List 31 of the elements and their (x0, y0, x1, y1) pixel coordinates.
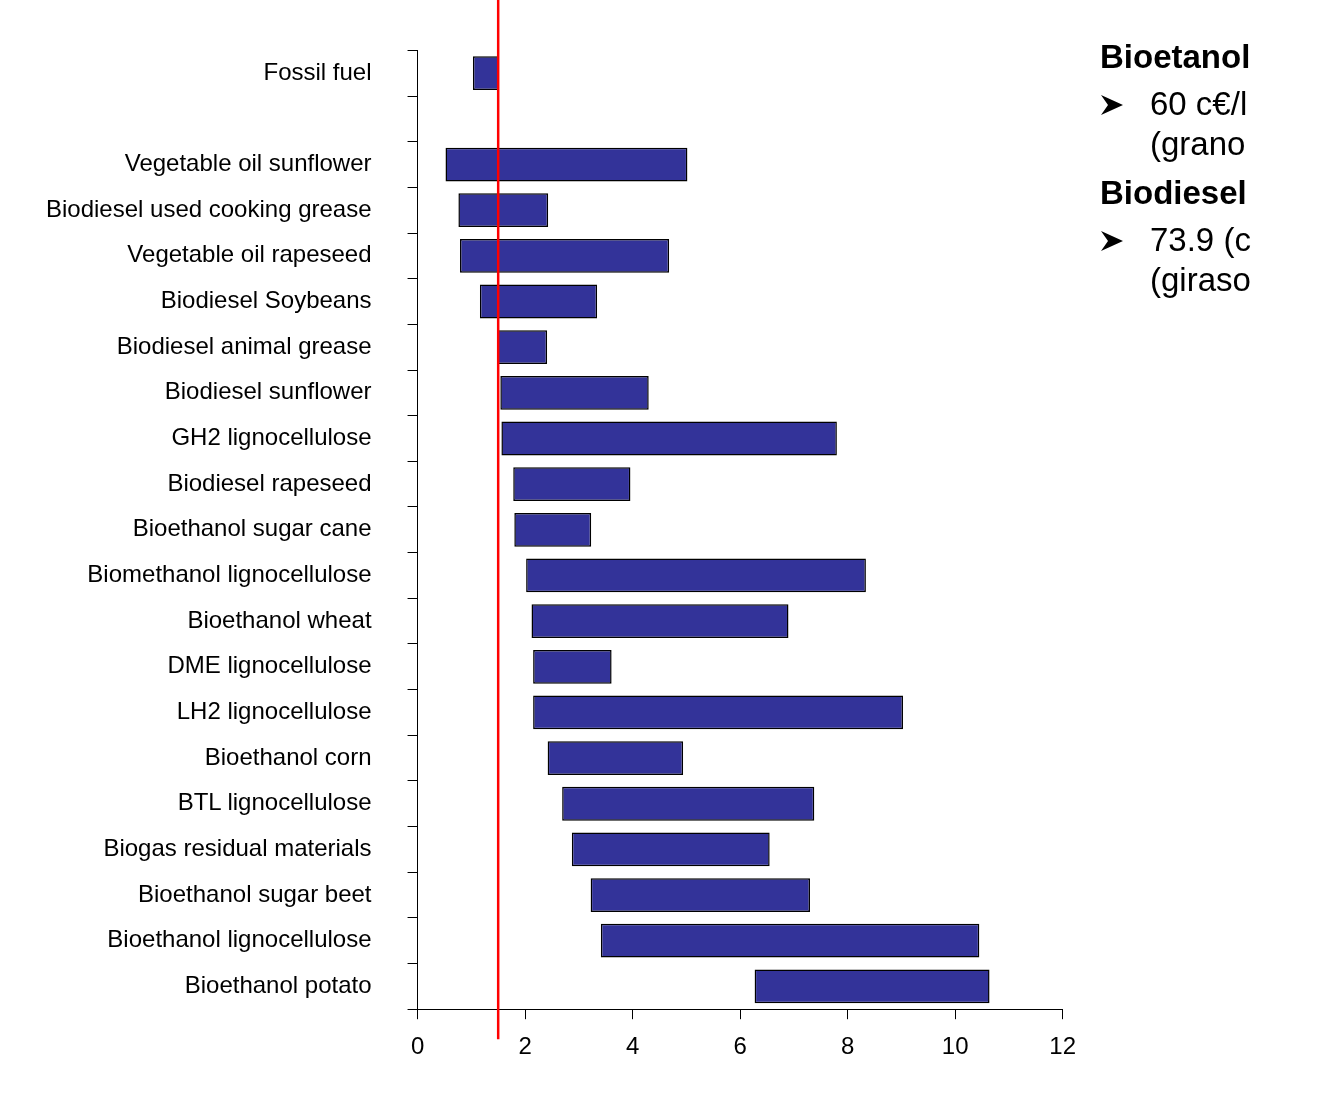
y-tick-label: LH2 lignocellulose (176, 697, 372, 725)
y-tick-label: Bioethanol corn (204, 742, 372, 770)
x-tick-label: 2 (518, 1032, 532, 1060)
y-tick-label: Bioethanol potato (184, 971, 372, 998)
x-tick-label: 12 (1049, 1032, 1076, 1060)
x-tick-label: 10 (941, 1032, 969, 1060)
text: 73.9 (c (giraso (1150, 221, 1251, 298)
y-tick-label: Biodiesel Soybeans (160, 286, 372, 314)
y-tick-label: DME lignocellulose (167, 651, 372, 679)
y-tick-label: Vegetable oil sunflower (124, 149, 372, 177)
y-tick-label: Biomethanol lignocellulose (87, 560, 372, 588)
y-tick-label: Biodiesel sunflower (164, 377, 372, 405)
y-tick-label: Bioethanol sugar beet (138, 879, 372, 907)
x-tick-label: 6 (733, 1032, 747, 1060)
x-tick-label: 4 (625, 1032, 640, 1060)
y-tick-label: Bioethanol lignocellulose (107, 925, 372, 953)
y-tick-label: Fossil fuel (263, 57, 372, 85)
text: Biodiesel (1100, 174, 1248, 212)
y-tick-label: BTL lignocellulose (177, 788, 372, 816)
text: Bioetanol (1100, 38, 1252, 76)
x-tick-label: 8 (840, 1032, 855, 1060)
y-tick-label: Biodiesel animal grease (116, 331, 372, 359)
y-tick-label: Bioethanol sugar cane (132, 514, 372, 542)
text: 60 c€/l (grano (1150, 85, 1248, 162)
x-tick-label: 0 (410, 1032, 425, 1060)
y-tick-label: Biodiesel rapeseed (167, 468, 372, 496)
y-tick-label: Biogas residual materials (103, 834, 372, 862)
y-tick-label: Bioethanol wheat (187, 605, 372, 633)
y-tick-label: Vegetable oil rapeseed (127, 240, 372, 268)
y-tick-label: Biodiesel used cooking grease (46, 194, 372, 222)
y-tick-label: GH2 lignocellulose (171, 423, 372, 451)
